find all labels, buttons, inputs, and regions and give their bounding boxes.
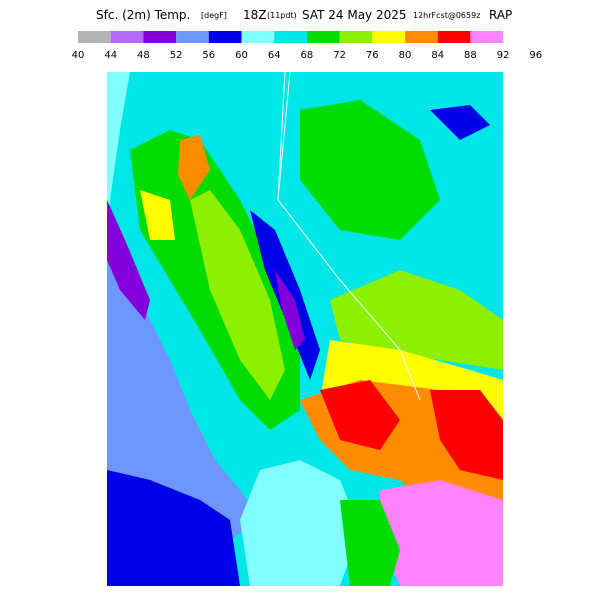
legend-label: 56 — [202, 50, 215, 61]
legend-label: 84 — [431, 50, 444, 61]
legend-swatch — [339, 31, 373, 43]
legend-swatch — [241, 31, 275, 43]
legend-swatch — [176, 31, 209, 43]
legend: 40 44 48 52 56 60 64 68 72 76 80 84 88 92 96 — [72, 31, 542, 61]
title-model: RAP — [489, 8, 512, 22]
border — [277, 71, 421, 401]
legend-swatch — [110, 31, 144, 43]
title-time: 18Z — [243, 8, 267, 22]
title-date: SAT 24 May 2025 — [302, 8, 407, 22]
legend-swatch — [143, 31, 177, 43]
legend-swatch — [274, 31, 307, 43]
ocean-deep — [107, 470, 240, 586]
socal-coast — [240, 460, 360, 586]
title-fcst: 12hrFcst@0659z — [413, 11, 480, 20]
sierra-crest — [275, 270, 305, 350]
coast-band — [107, 72, 130, 240]
legend-swatch — [405, 31, 438, 43]
legend-label: 76 — [366, 50, 379, 61]
legend-label: 48 — [137, 50, 150, 61]
cold-spot — [430, 105, 490, 140]
legend-swatch — [78, 31, 111, 43]
legend-label: 96 — [529, 50, 542, 61]
legend-label: 72 — [333, 50, 346, 61]
valley-yellow — [140, 190, 175, 240]
border — [277, 71, 291, 201]
legend-swatch — [437, 31, 471, 43]
nevada-warm — [330, 270, 503, 370]
legend-label: 68 — [301, 50, 314, 61]
legend-label: 88 — [464, 50, 477, 61]
desert-red — [320, 380, 400, 450]
title-unit: [degF] — [201, 11, 227, 20]
legend-label: 64 — [268, 50, 281, 61]
legend-label: 52 — [170, 50, 183, 61]
desert-red-east — [430, 390, 503, 480]
title-main: Sfc. (2m) Temp. — [96, 8, 190, 22]
socal-green — [340, 500, 400, 586]
legend-swatch — [372, 31, 405, 43]
legend-label: 80 — [399, 50, 412, 61]
legend-swatch — [208, 31, 242, 43]
legend-swatch — [470, 31, 504, 43]
legend-label: 40 — [72, 50, 85, 61]
legend-swatch — [306, 31, 340, 43]
map — [107, 71, 503, 586]
legend-label: 60 — [235, 50, 248, 61]
legend-label: 92 — [497, 50, 510, 61]
title-local: (11pdt) — [267, 11, 297, 20]
desert-pink — [380, 480, 503, 586]
valley-hot — [178, 135, 210, 200]
valley-warm — [190, 190, 285, 400]
basin-green — [300, 100, 440, 240]
legend-label: 44 — [104, 50, 117, 61]
coast-cold — [107, 200, 150, 320]
